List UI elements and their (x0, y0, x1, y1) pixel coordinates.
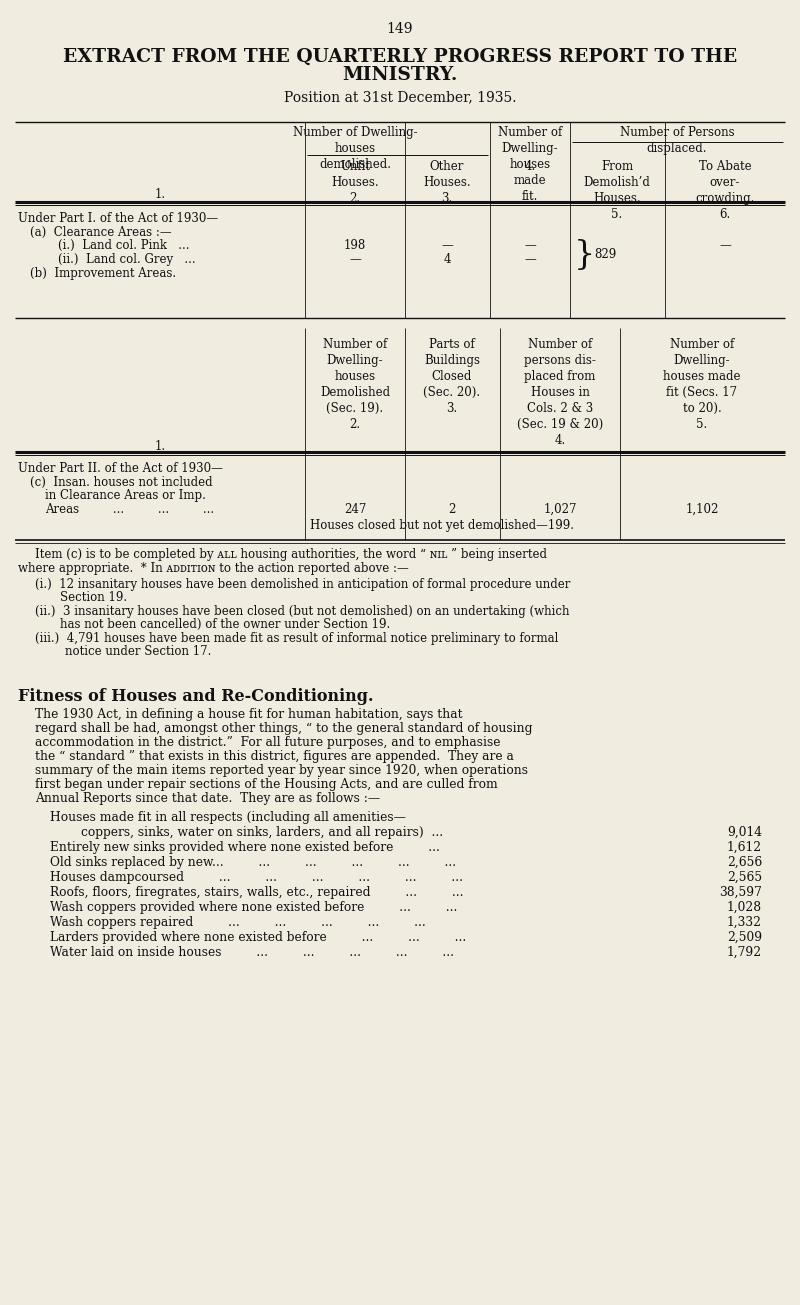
Text: (ii.)  3 insanitary houses have been closed (but not demolished) on an undertaki: (ii.) 3 insanitary houses have been clos… (35, 606, 570, 619)
Text: Roofs, floors, firegrates, stairs, walls, etc., repaired         ...         ...: Roofs, floors, firegrates, stairs, walls… (50, 886, 463, 899)
Text: 1,332: 1,332 (727, 916, 762, 929)
Text: (iii.)  4,791 houses have been made fit as result of informal notice preliminary: (iii.) 4,791 houses have been made fit a… (35, 632, 558, 645)
Text: Wash coppers provided where none existed before         ...         ...: Wash coppers provided where none existed… (50, 900, 458, 914)
Text: Section 19.: Section 19. (60, 591, 127, 604)
Text: 1,102: 1,102 (686, 502, 718, 515)
Text: Larders provided where none existed before         ...         ...         ...: Larders provided where none existed befo… (50, 930, 466, 944)
Text: }: } (574, 239, 595, 271)
Text: To Abate
over-
crowding.
6.: To Abate over- crowding. 6. (695, 161, 754, 221)
Text: (i.)  Land col. Pink   ...: (i.) Land col. Pink ... (58, 239, 190, 252)
Text: (i.)  12 insanitary houses have been demolished in anticipation of formal proced: (i.) 12 insanitary houses have been demo… (35, 578, 570, 591)
Text: Number of
Dwelling-
houses
Demolished
(Sec. 19).
2.: Number of Dwelling- houses Demolished (S… (320, 338, 390, 431)
Text: 38,597: 38,597 (719, 886, 762, 899)
Text: 829: 829 (594, 248, 616, 261)
Text: regard shall be had, amongst other things, “ to the general standard of housing: regard shall be had, amongst other thing… (35, 722, 533, 735)
Text: Water laid on inside houses         ...         ...         ...         ...     : Water laid on inside houses ... ... ... … (50, 946, 454, 959)
Text: 1,028: 1,028 (727, 900, 762, 914)
Text: 149: 149 (386, 22, 414, 37)
Text: 2,565: 2,565 (727, 870, 762, 883)
Text: where appropriate.  * In ᴀᴅᴅɪᴛɪᴏɴ to the action reported above :—: where appropriate. * In ᴀᴅᴅɪᴛɪᴏɴ to the … (18, 562, 409, 576)
Text: 2: 2 (448, 502, 456, 515)
Text: Unfit
Houses.
2.: Unfit Houses. 2. (331, 161, 379, 205)
Text: 2,656: 2,656 (726, 856, 762, 869)
Text: notice under Section 17.: notice under Section 17. (65, 645, 211, 658)
Text: Old sinks replaced by new...         ...         ...         ...         ...    : Old sinks replaced by new... ... ... ...… (50, 856, 456, 869)
Text: Houses dampcoursed         ...         ...         ...         ...         ...  : Houses dampcoursed ... ... ... ... ... (50, 870, 463, 883)
Text: 4.: 4. (524, 161, 536, 174)
Text: 1,027: 1,027 (543, 502, 577, 515)
Text: Under Part I. of the Act of 1930—: Under Part I. of the Act of 1930— (18, 211, 218, 224)
Text: in Clearance Areas or Imp.: in Clearance Areas or Imp. (45, 489, 206, 502)
Text: 1.: 1. (154, 440, 166, 453)
Text: (ii.)  Land col. Grey   ...: (ii.) Land col. Grey ... (58, 253, 196, 266)
Text: 9,014: 9,014 (727, 826, 762, 839)
Text: Under Part II. of the Act of 1930—: Under Part II. of the Act of 1930— (18, 462, 223, 475)
Text: Number of Persons
displaced.: Number of Persons displaced. (620, 127, 734, 155)
Text: —: — (441, 239, 453, 252)
Text: coppers, sinks, water on sinks, larders, and all repairs)  ...: coppers, sinks, water on sinks, larders,… (50, 826, 443, 839)
Text: —: — (349, 253, 361, 266)
Text: the “ standard ” that exists in this district, figures are appended.  They are a: the “ standard ” that exists in this dis… (35, 750, 514, 763)
Text: summary of the main items reported year by year since 1920, when operations: summary of the main items reported year … (35, 763, 528, 776)
Text: Wash coppers repaired         ...         ...         ...         ...         ..: Wash coppers repaired ... ... ... ... .. (50, 916, 426, 929)
Text: first began under repair sections of the Housing Acts, and are culled from: first began under repair sections of the… (35, 778, 498, 791)
Text: Other
Houses.
3.: Other Houses. 3. (423, 161, 471, 205)
Text: (b)  Improvement Areas.: (b) Improvement Areas. (30, 268, 176, 281)
Text: Fitness of Houses and Re-Conditioning.: Fitness of Houses and Re-Conditioning. (18, 688, 374, 705)
Text: 4: 4 (443, 253, 450, 266)
Text: —: — (524, 253, 536, 266)
Text: Number of Dwelling-
houses
demolished.: Number of Dwelling- houses demolished. (293, 127, 418, 171)
Text: 1,612: 1,612 (727, 840, 762, 853)
Text: 1,792: 1,792 (727, 946, 762, 959)
Text: has not been cancelled) of the owner under Section 19.: has not been cancelled) of the owner und… (60, 619, 390, 632)
Text: EXTRACT FROM THE QUARTERLY PROGRESS REPORT TO THE: EXTRACT FROM THE QUARTERLY PROGRESS REPO… (63, 48, 737, 67)
Text: Parts of
Buildings
Closed
(Sec. 20).
3.: Parts of Buildings Closed (Sec. 20). 3. (423, 338, 481, 415)
Text: Entirely new sinks provided where none existed before         ...: Entirely new sinks provided where none e… (50, 840, 440, 853)
Text: —: — (719, 239, 731, 252)
Text: Annual Reports since that date.  They are as follows :—: Annual Reports since that date. They are… (35, 792, 380, 805)
Text: Areas         ...         ...         ...: Areas ... ... ... (45, 502, 214, 515)
Text: 1.: 1. (154, 188, 166, 201)
Text: Number of
persons dis-
placed from
Houses in
Cols. 2 & 3
(Sec. 19 & 20)
4.: Number of persons dis- placed from House… (517, 338, 603, 448)
Text: 247: 247 (344, 502, 366, 515)
Text: (a)  Clearance Areas :—: (a) Clearance Areas :— (30, 226, 172, 239)
Text: Houses made fit in all respects (including all amenities—: Houses made fit in all respects (includi… (50, 810, 406, 823)
Text: Number of
Dwelling-
houses made
fit (Secs. 17
to 20).
5.: Number of Dwelling- houses made fit (Sec… (663, 338, 741, 431)
Text: The 1930 Act, in defining a house fit for human habitation, says that: The 1930 Act, in defining a house fit fo… (35, 709, 462, 720)
Text: Position at 31st December, 1935.: Position at 31st December, 1935. (284, 90, 516, 104)
Text: From
Demolish’d
Houses.
5.: From Demolish’d Houses. 5. (583, 161, 650, 221)
Text: MINISTRY.: MINISTRY. (342, 67, 458, 84)
Text: Number of
Dwelling-
houses
made
fit.: Number of Dwelling- houses made fit. (498, 127, 562, 204)
Text: 2,509: 2,509 (727, 930, 762, 944)
Text: Item (c) is to be completed by ᴀʟʟ housing authorities, the word “ ɴɪʟ ” being i: Item (c) is to be completed by ᴀʟʟ housi… (35, 548, 547, 561)
Text: accommodation in the district.”  For all future purposes, and to emphasise: accommodation in the district.” For all … (35, 736, 501, 749)
Text: 198: 198 (344, 239, 366, 252)
Text: (c)  Insan. houses not included: (c) Insan. houses not included (30, 476, 213, 489)
Text: —: — (524, 239, 536, 252)
Text: Houses closed but not yet demolished—199.: Houses closed but not yet demolished—199… (310, 519, 574, 532)
